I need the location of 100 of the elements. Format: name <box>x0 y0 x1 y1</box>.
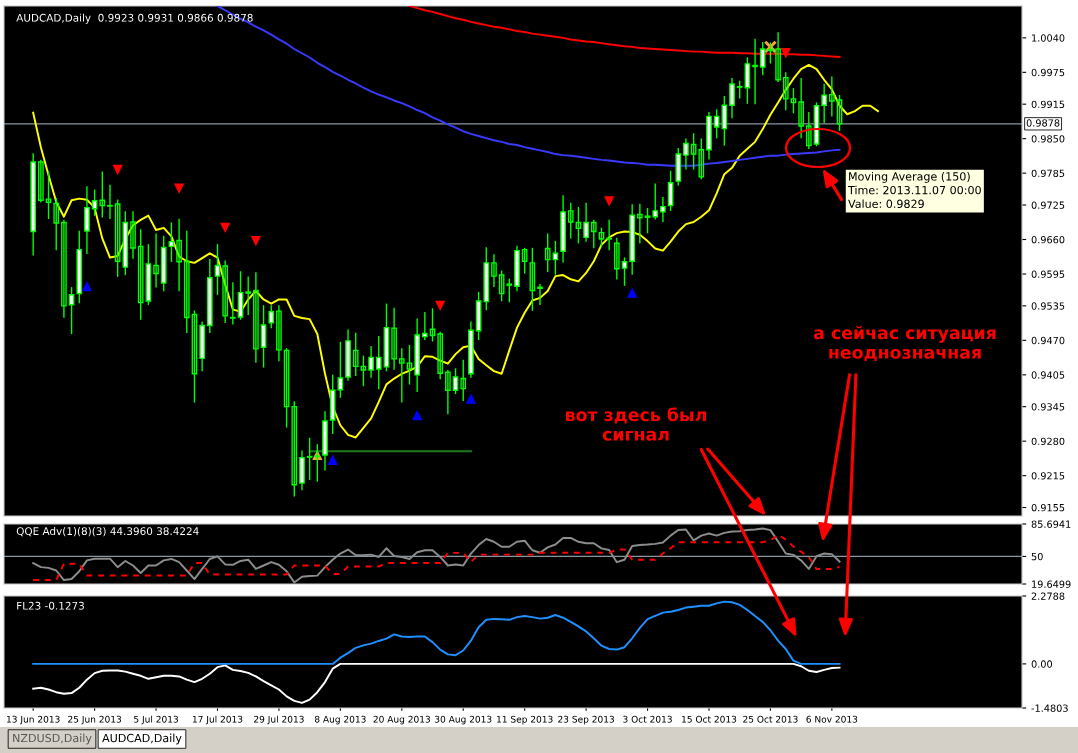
candlestick <box>130 211 136 259</box>
point <box>250 235 262 247</box>
candlestick <box>53 197 60 251</box>
x-tick-label: 11 Sep 2013 <box>497 715 553 725</box>
candlestick <box>598 227 605 248</box>
y-tick-label: 0.9850 <box>1031 135 1065 143</box>
text: AUDCAD,Daily <box>102 733 182 745</box>
candlestick <box>460 359 467 402</box>
x-tick-label: 25 Jun 2013 <box>68 715 122 725</box>
candlestick <box>276 305 282 362</box>
candlestick <box>222 260 229 323</box>
candlestick <box>176 218 182 292</box>
candlestick <box>829 76 835 117</box>
x-tick-label: 17 Jul 2013 <box>192 715 243 725</box>
candlestick <box>337 341 344 398</box>
candlestick <box>759 41 766 76</box>
point <box>220 222 231 233</box>
point <box>435 300 446 311</box>
point <box>173 183 185 194</box>
candlestick <box>398 348 405 403</box>
candlestick <box>314 444 321 482</box>
y-tick-label: 0.9470 <box>1031 336 1065 345</box>
line-series <box>216 6 841 167</box>
x-tick-label: 8 Aug 2013 <box>314 715 366 725</box>
candlestick <box>775 32 781 83</box>
candlestick <box>606 219 612 251</box>
y-tick-label: -1.4803 <box>1031 704 1068 712</box>
y-tick-label: 2.2788 <box>1031 592 1065 600</box>
point <box>327 454 338 465</box>
candlestick <box>61 219 67 318</box>
candlestick <box>306 437 313 481</box>
x-tick-label: 15 Oct 2013 <box>682 715 737 723</box>
point <box>780 48 791 59</box>
candlestick <box>191 310 198 403</box>
candlestick <box>260 305 267 368</box>
y-tick-label: 0.9975 <box>1031 68 1065 77</box>
candlestick <box>529 247 536 311</box>
y-tick-label: 0.9345 <box>1031 403 1065 411</box>
point <box>465 393 477 404</box>
y-tick-label: 0.9405 <box>1031 371 1065 379</box>
candlestick <box>214 244 221 295</box>
candlestick <box>352 332 359 377</box>
candlestick <box>245 276 252 316</box>
annotation: а сейчас ситуация неоднозначная <box>813 325 996 362</box>
candlestick <box>45 171 52 219</box>
candlestick <box>368 346 374 378</box>
candlestick <box>821 83 828 123</box>
candlestick <box>291 401 298 497</box>
candlestick <box>590 219 597 249</box>
candlestick <box>521 247 528 274</box>
candlestick <box>498 270 505 302</box>
chart-title: FL23 -0.1273 <box>17 601 84 610</box>
y-tick-label: 0.9915 <box>1031 100 1065 109</box>
candlestick <box>621 257 628 286</box>
candlestick <box>168 222 175 262</box>
candlestick <box>644 208 651 234</box>
point <box>627 287 638 298</box>
candlestick <box>84 186 90 254</box>
y-tick-label: 0.9215 <box>1031 472 1065 480</box>
line-series <box>32 662 841 704</box>
candlestick <box>153 233 159 288</box>
annotation: вот здесь был сигнал <box>566 407 706 441</box>
y-tick-label: 0.9155 <box>1031 503 1065 512</box>
x-tick-label: 6 Nov 2013 <box>806 715 858 723</box>
candlestick <box>429 308 436 342</box>
candlestick <box>268 305 275 329</box>
candlestick <box>283 348 290 428</box>
candlestick <box>729 78 735 119</box>
text: NZDUSD,Daily <box>13 733 92 745</box>
x-tick-label: 5 Jul 2013 <box>134 715 179 725</box>
y-tick-label: 0.9725 <box>1031 201 1065 209</box>
candlestick <box>391 307 397 370</box>
x-tick-label: 3 Oct 2013 <box>623 715 672 723</box>
y-tick-label: 0.9595 <box>1031 270 1065 278</box>
candlestick <box>613 237 620 280</box>
candlestick <box>798 78 804 139</box>
y-tick-label: 1.0040 <box>1032 34 1065 42</box>
point <box>412 410 423 421</box>
ref-line-label: 0.9878 <box>1026 119 1060 127</box>
candlestick <box>544 233 551 273</box>
y-tick-label: 0.9785 <box>1031 169 1065 177</box>
candlestick <box>805 111 812 149</box>
candlestick <box>375 335 382 390</box>
x-tick-label: 13 Jun 2013 <box>7 715 60 725</box>
point <box>112 164 123 176</box>
x-tick-label: 30 Aug 2013 <box>435 715 492 725</box>
candlestick <box>575 206 582 244</box>
candlestick <box>230 282 236 325</box>
candlestick <box>782 72 789 111</box>
x-tick-label: 20 Aug 2013 <box>373 715 430 725</box>
candlestick <box>137 229 144 320</box>
candlestick <box>690 133 697 170</box>
y-tick-label: 0.9280 <box>1031 437 1065 445</box>
candlestick <box>253 272 259 363</box>
candlestick <box>406 344 413 385</box>
candlestick <box>183 230 190 334</box>
point <box>604 196 615 207</box>
x-tick-label: 23 Sep 2013 <box>558 715 614 725</box>
annotation: Moving Average (150) Time: 2013.11.07 00:00 Value: 0.9829 <box>847 172 981 209</box>
chart-title: QQE Adv(1)(8)(3) 44.3960 38.4224 <box>16 527 199 537</box>
